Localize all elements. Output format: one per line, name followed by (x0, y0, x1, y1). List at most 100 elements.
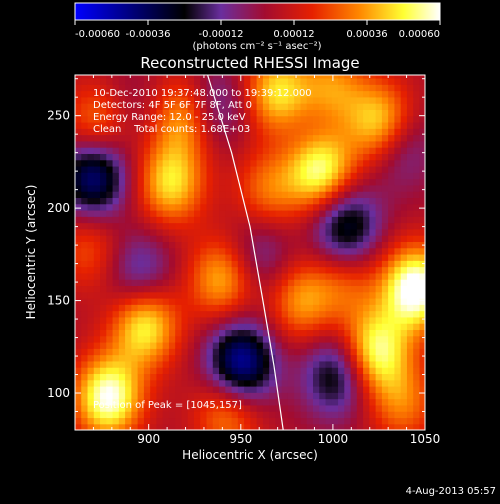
heatmap-cell (331, 197, 339, 205)
heatmap-cell (231, 172, 239, 180)
heatmap-cell (294, 153, 302, 161)
heatmap-cell (419, 285, 425, 293)
heatmap-cell (306, 103, 314, 110)
heatmap-cell (338, 417, 345, 425)
heatmap-cell (281, 241, 289, 249)
heatmap-cell (194, 96, 201, 104)
heatmap-cell (131, 134, 139, 142)
heatmap-cell (137, 266, 145, 274)
heatmap-cell (175, 134, 183, 142)
heatmap-cell (206, 115, 214, 123)
heatmap-cell (87, 184, 95, 192)
heatmap-cell (137, 335, 145, 343)
heatmap-cell (419, 209, 425, 217)
heatmap-cell (75, 235, 82, 243)
heatmap-cell (319, 165, 327, 173)
heatmap-cell (131, 260, 139, 268)
heatmap-cell (344, 121, 352, 129)
heatmap-cell (338, 216, 345, 224)
heatmap-cell (175, 341, 183, 349)
heatmap-cell (388, 191, 396, 199)
heatmap-cell (394, 379, 402, 387)
heatmap-cell (250, 392, 258, 400)
heatmap-cell (187, 172, 195, 180)
heatmap-cell (162, 341, 170, 349)
heatmap-cell (294, 128, 302, 136)
heatmap-cell (219, 291, 226, 299)
heatmap-cell (200, 310, 208, 318)
heatmap-cell (262, 360, 270, 368)
heatmap-cell (356, 159, 364, 167)
heatmap-cell (363, 360, 370, 368)
heatmap-cell (319, 335, 327, 343)
heatmap-cell (325, 266, 333, 274)
heatmap-cell (294, 109, 302, 117)
heatmap-cell (406, 235, 414, 243)
heatmap-cell (231, 272, 239, 280)
heatmap-cell (331, 253, 339, 261)
heatmap-cell (100, 209, 107, 217)
heatmap-cell (150, 216, 158, 224)
heatmap-cell (262, 291, 270, 299)
heatmap-cell (206, 241, 214, 249)
heatmap-cell (250, 134, 258, 142)
heatmap-cell (244, 184, 251, 192)
heatmap-cell (281, 90, 289, 98)
heatmap-cell (112, 96, 120, 104)
heatmap-cell (150, 253, 158, 261)
heatmap-cell (369, 341, 377, 349)
heatmap-cell (406, 228, 414, 236)
heatmap-cell (369, 279, 377, 287)
heatmap-cell (331, 84, 339, 92)
heatmap-cell (350, 253, 358, 261)
heatmap-cell (206, 329, 214, 337)
heatmap-cell (300, 297, 308, 305)
heatmap-cell (419, 197, 425, 205)
heatmap-cell (388, 392, 396, 400)
heatmap-cell (313, 75, 320, 79)
heatmap-cell (156, 272, 164, 280)
heatmap-cell (237, 203, 245, 211)
heatmap-cell (363, 209, 370, 217)
heatmap-cell (381, 203, 389, 211)
heatmap-cell (175, 404, 183, 412)
heatmap-cell (87, 191, 95, 199)
heatmap-cell (231, 241, 239, 249)
heatmap-cell (250, 178, 258, 186)
heatmap-cell (294, 147, 302, 154)
heatmap-cell (375, 260, 383, 268)
heatmap-cell (168, 247, 176, 255)
heatmap-cell (313, 417, 320, 425)
heatmap-cell (81, 84, 89, 92)
heatmap-cell (306, 279, 314, 287)
heatmap-cell (244, 279, 251, 287)
heatmap-cell (112, 253, 120, 261)
heatmap-cell (281, 354, 289, 362)
heatmap-cell (400, 165, 408, 173)
heatmap-cell (100, 329, 107, 337)
heatmap-cell (200, 128, 208, 136)
heatmap-cell (363, 203, 370, 211)
heatmap-cell (194, 241, 201, 249)
heatmap-cell (275, 417, 283, 425)
heatmap-cell (269, 184, 277, 192)
heatmap-cell (150, 411, 158, 419)
heatmap-cell (194, 228, 201, 236)
heatmap-cell (244, 367, 251, 375)
heatmap-cell (131, 367, 139, 375)
heatmap-cell (413, 115, 421, 123)
heatmap-cell (400, 103, 408, 110)
heatmap-cell (344, 247, 352, 255)
heatmap-cell (319, 128, 327, 136)
heatmap-cell (125, 291, 132, 299)
heatmap-cell (287, 84, 295, 92)
heatmap-cell (156, 134, 164, 142)
heatmap-cell (200, 228, 208, 236)
heatmap-cell (369, 417, 377, 425)
heatmap-cell (225, 228, 233, 236)
heatmap-cell (356, 147, 364, 154)
heatmap-cell (250, 165, 258, 173)
heatmap-cell (319, 241, 327, 249)
heatmap-cell (168, 77, 176, 85)
heatmap-cell (281, 367, 289, 375)
